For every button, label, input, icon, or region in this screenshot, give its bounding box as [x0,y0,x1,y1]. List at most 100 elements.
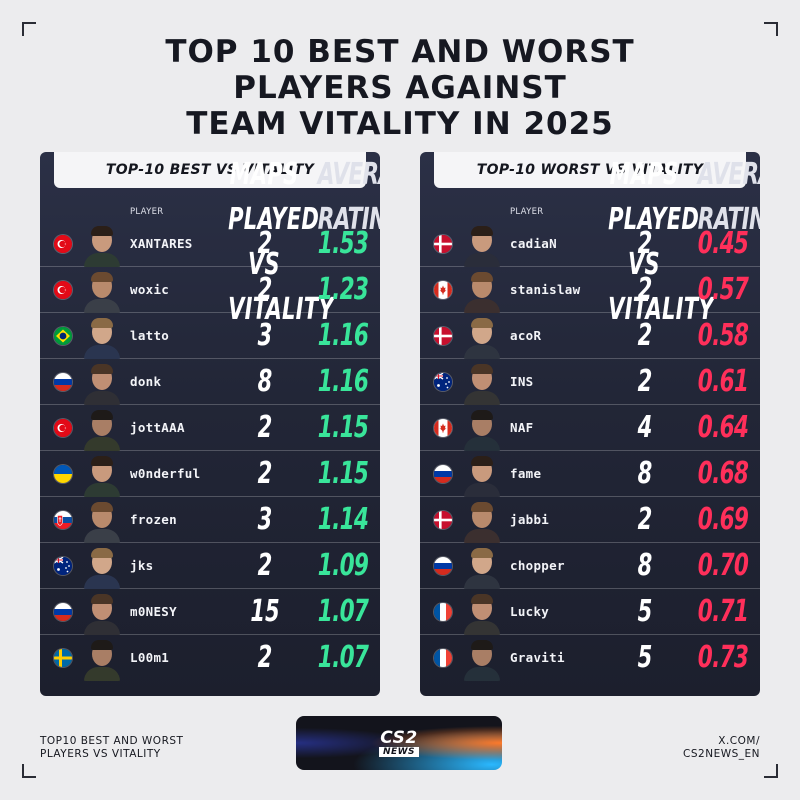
player-name: XANTARES [130,236,193,251]
average-rating-value: 0.70 [697,548,749,583]
footer-link-line-2: CS2NEWS_EN [683,748,760,760]
player-name: frozen [130,512,177,527]
player-row: cadiaN 2 0.45 [420,221,760,267]
maps-played-value: 2 [637,272,653,307]
player-photo [82,407,122,451]
player-column-header: PLAYER [510,207,544,217]
average-rating-value: 1.07 [317,640,369,675]
player-row: jottAAA 2 1.15 [40,405,380,451]
player-row: Graviti 5 0.73 [420,635,760,681]
rating-header-line-1: AVERAGE [317,157,380,192]
player-name: jabbi [510,512,550,527]
rating-column-header: AVERAGE RATING [697,152,760,237]
player-row: chopper 8 0.70 [420,543,760,589]
player-name: Lucky [510,604,550,619]
france-flag-icon [434,649,452,667]
player-name: acoR [510,328,542,343]
turkey-flag-icon [54,235,72,253]
best-players-list: XANTARES 2 1.53 woxic 2 1.23 latto 3 1.16 donk 8 1.… [40,221,380,681]
player-name: L00m1 [130,650,170,665]
maps-played-value: 8 [257,364,273,399]
turkey-flag-icon [54,281,72,299]
maps-played-value: 2 [257,456,273,491]
title-line-3: TEAM VITALITY IN 2025 [186,106,614,142]
footer-link-line-1: X.COM/ [718,735,760,747]
footer-link[interactable]: X.COM/ CS2NEWS_EN [683,735,760,761]
player-name: Graviti [510,650,565,665]
denmark-flag-icon [434,235,452,253]
player-photo [462,361,502,405]
player-row: Lucky 5 0.71 [420,589,760,635]
russia-flag-icon [434,557,452,575]
footer-caption: TOP10 BEST AND WORST PLAYERS VS VITALITY [40,735,183,761]
maps-played-value: 8 [637,548,653,583]
title-line-1: TOP 10 BEST AND WORST [165,34,635,70]
player-name: chopper [510,558,565,573]
player-name: NAF [510,420,534,435]
maps-played-value: 2 [257,548,273,583]
best-panel-title: TOP-10 BEST VS VITALITY [54,152,366,188]
player-photo [82,499,122,543]
player-photo [82,315,122,359]
average-rating-value: 1.16 [317,364,369,399]
maps-played-value: 2 [637,226,653,261]
player-row: w0nderful 2 1.15 [40,451,380,497]
worst-players-list: cadiaN 2 0.45 stanislaw 2 0.57 acoR 2 0.58 INS 2 0.… [420,221,760,681]
australia-flag-icon [434,373,452,391]
maps-played-value: 2 [637,318,653,353]
player-name: woxic [130,282,170,297]
russia-flag-icon [54,603,72,621]
average-rating-value: 0.69 [697,502,749,537]
maps-played-value: 5 [637,640,653,675]
page-title: TOP 10 BEST AND WORST PLAYERS AGAINST TE… [0,34,800,142]
player-photo [462,591,502,635]
ukraine-flag-icon [54,465,72,483]
maps-played-value: 4 [637,410,653,445]
logo-subtitle: NEWS [378,746,420,757]
average-rating-value: 0.58 [697,318,749,353]
worst-panel-title: TOP-10 WORST VS VITALITY [434,152,746,188]
rating-header-line-1: AVERAGE [697,157,760,192]
player-row: INS 2 0.61 [420,359,760,405]
logo-wordmark: CS2 [380,727,418,748]
player-row: L00m1 2 1.07 [40,635,380,681]
player-row: jks 2 1.09 [40,543,380,589]
player-name: stanislaw [510,282,581,297]
france-flag-icon [434,603,452,621]
maps-played-value: 2 [637,364,653,399]
maps-played-value: 2 [257,226,273,261]
player-photo [462,223,502,267]
average-rating-value: 1.16 [317,318,369,353]
maps-played-value: 2 [257,410,273,445]
player-name: cadiaN [510,236,557,251]
maps-played-value: 2 [257,272,273,307]
average-rating-value: 1.23 [317,272,369,307]
average-rating-value: 0.61 [697,364,749,399]
footer-caption-line-2: PLAYERS VS VITALITY [40,748,161,760]
player-photo [82,453,122,497]
maps-column-header: MAPS PLAYED VS VITALITY [228,152,333,327]
corner-mark-top-right [764,22,778,36]
player-name: fame [510,466,542,481]
maps-played-value: 8 [637,456,653,491]
denmark-flag-icon [434,511,452,529]
player-photo [462,407,502,451]
player-row: stanislaw 2 0.57 [420,267,760,313]
maps-played-value: 15 [250,594,280,629]
canada-flag-icon [434,281,452,299]
turkey-flag-icon [54,419,72,437]
player-photo [462,499,502,543]
player-photo [82,269,122,313]
corner-mark-bottom-left [22,764,36,778]
maps-played-value: 5 [637,594,653,629]
player-photo [82,223,122,267]
average-rating-value: 1.09 [317,548,369,583]
player-name: jks [130,558,154,573]
player-photo [82,637,122,681]
player-row: jabbi 2 0.69 [420,497,760,543]
player-row: donk 8 1.16 [40,359,380,405]
average-rating-value: 1.14 [317,502,369,537]
denmark-flag-icon [434,327,452,345]
maps-played-value: 3 [257,502,273,537]
player-row: frozen 3 1.14 [40,497,380,543]
